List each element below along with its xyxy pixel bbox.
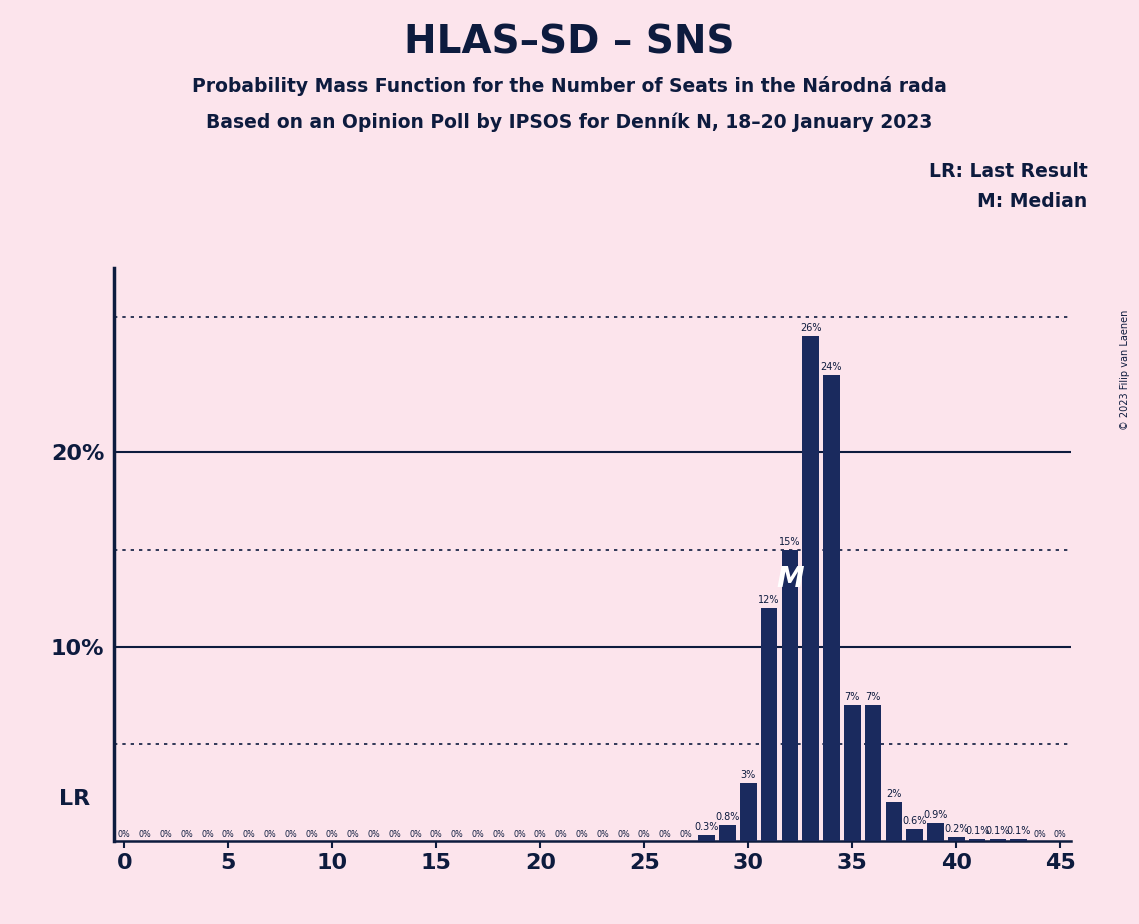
Text: M: Median: M: Median [977,192,1088,212]
Text: 0%: 0% [202,831,214,839]
Text: 24%: 24% [821,362,842,371]
Text: 12%: 12% [759,595,780,605]
Text: 0%: 0% [222,831,235,839]
Text: 0.1%: 0.1% [985,826,1010,836]
Text: 0%: 0% [658,831,672,839]
Text: 0%: 0% [409,831,421,839]
Text: 0.2%: 0.2% [944,824,968,834]
Text: 0%: 0% [534,831,547,839]
Text: 0.1%: 0.1% [965,826,990,836]
Text: 7%: 7% [866,692,880,702]
Text: 0%: 0% [263,831,277,839]
Text: M: M [776,565,804,592]
Text: 0%: 0% [638,831,650,839]
Text: 0%: 0% [285,831,297,839]
Text: 0%: 0% [575,831,588,839]
Text: 0%: 0% [513,831,526,839]
Text: 0%: 0% [368,831,380,839]
Text: 0%: 0% [492,831,505,839]
Bar [865,705,882,841]
Text: 0%: 0% [305,831,318,839]
Text: Probability Mass Function for the Number of Seats in the Národná rada: Probability Mass Function for the Number… [192,76,947,96]
Text: 0%: 0% [451,831,464,839]
Text: 0%: 0% [180,831,194,839]
Text: HLAS–SD – SNS: HLAS–SD – SNS [404,23,735,61]
Bar [990,839,1006,841]
Text: 0%: 0% [429,831,443,839]
Text: 0%: 0% [326,831,338,839]
Text: 0%: 0% [597,831,609,839]
Text: 15%: 15% [779,537,801,547]
Bar [740,783,756,841]
Text: 0%: 0% [388,831,401,839]
Text: 0.9%: 0.9% [924,810,948,821]
Bar [719,825,736,841]
Text: 26%: 26% [800,323,821,333]
Bar [969,839,985,841]
Text: 0.8%: 0.8% [715,812,739,822]
Text: LR: LR [59,789,90,809]
Text: 0%: 0% [159,831,172,839]
Text: 0%: 0% [118,831,131,839]
Text: 0%: 0% [346,831,360,839]
Text: 0%: 0% [1054,831,1066,839]
Text: 2%: 2% [886,789,902,799]
Text: 0%: 0% [139,831,151,839]
Bar [761,608,778,841]
Text: © 2023 Filip van Laenen: © 2023 Filip van Laenen [1120,310,1130,430]
Bar [802,336,819,841]
Text: 0.3%: 0.3% [695,822,719,833]
Text: 0%: 0% [555,831,567,839]
Text: 0%: 0% [472,831,484,839]
Bar [927,823,944,841]
Text: 0%: 0% [680,831,693,839]
Text: 0.1%: 0.1% [1007,826,1031,836]
Text: 3%: 3% [740,770,756,780]
Text: 0.6%: 0.6% [902,816,927,826]
Bar [907,829,923,841]
Bar [885,802,902,841]
Text: 7%: 7% [845,692,860,702]
Text: LR: Last Result: LR: Last Result [929,162,1088,181]
Bar [823,375,839,841]
Text: 0%: 0% [617,831,630,839]
Bar [844,705,861,841]
Text: Based on an Opinion Poll by IPSOS for Denník N, 18–20 January 2023: Based on an Opinion Poll by IPSOS for De… [206,113,933,132]
Bar [948,837,965,841]
Bar [1010,839,1027,841]
Bar [781,550,798,841]
Text: 0%: 0% [243,831,255,839]
Bar [698,835,715,841]
Text: 0%: 0% [1033,831,1046,839]
